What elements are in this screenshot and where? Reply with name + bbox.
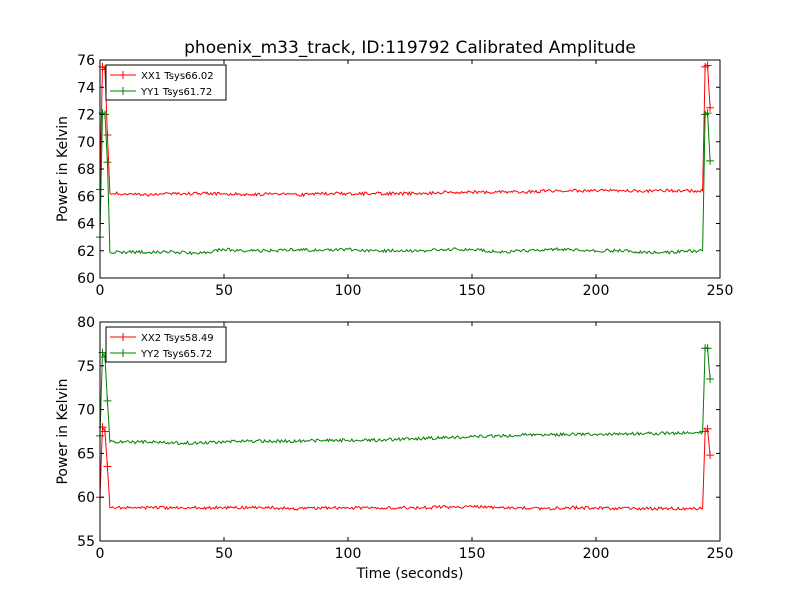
series-line-2-2 (99, 347, 711, 445)
x-tick-label-1-0: 0 (96, 283, 105, 299)
legend-label-2-2: YY2 Tsys65.72 (140, 349, 212, 360)
y-tick-label-1-4: 68 (77, 162, 95, 178)
y-tick-label-1-6: 72 (77, 108, 95, 124)
y-tick-label-1-1: 62 (77, 244, 95, 260)
y-axis-label-1: Power in Kelvin (55, 116, 71, 222)
y-tick-label-1-5: 70 (77, 135, 95, 151)
series-point-1-2-31 (703, 109, 712, 118)
y-tick-label-2-5: 80 (77, 315, 95, 331)
legend-box-1 (105, 64, 227, 101)
x-tick-label-1-4: 200 (583, 283, 610, 299)
subplot-2: 0 50 100 150 200 250 55 60 65 70 75 80 Power in Kelv… (55, 315, 733, 562)
series-point-2-1-32 (706, 451, 715, 460)
y-tick-label-2-2: 65 (77, 446, 95, 462)
y-tick-label-2-3: 70 (77, 403, 95, 419)
series-line-1-1 (99, 64, 711, 198)
y-tick-label-1-7: 74 (77, 80, 95, 96)
y-axis-label-2: Power in Kelvin (55, 378, 71, 484)
series-point-2-2-31 (703, 344, 712, 353)
series-point-1-2-3 (103, 158, 112, 167)
subplot-1: 0 50 100 150 200 250 60 62 64 66 68 70 72 74 76 Power i… (55, 53, 733, 299)
series-point-2-1-31 (703, 424, 712, 433)
x-tick-label-2-2: 100 (335, 546, 362, 562)
chart-title: phoenix_m33_track, ID:119792 Calibrated … (184, 38, 636, 58)
series-line-1-2 (99, 111, 711, 256)
x-tick-label-1-3: 150 (459, 283, 486, 299)
series-point-1-1-32 (706, 103, 715, 112)
x-tick-label-1-5: 250 (707, 283, 734, 299)
axes-frame-2 (99, 321, 721, 542)
x-tick-label-2-3: 150 (459, 546, 486, 562)
legend-label-1-1: XX1 Tsys66.02 (141, 71, 214, 82)
y-tick-label-2-0: 55 (77, 534, 95, 550)
series-point-2-1-2 (100, 427, 109, 436)
x-tick-label-1-1: 50 (215, 283, 233, 299)
x-tick-label-1-2: 100 (335, 283, 362, 299)
series-point-1-1-31 (703, 61, 712, 70)
y-tick-label-1-2: 64 (77, 217, 95, 233)
series-line-2-1 (99, 425, 711, 511)
x-tick-label-2-1: 50 (215, 546, 233, 562)
series-point-2-2-32 (706, 374, 715, 383)
legend-box-2 (105, 326, 227, 363)
series-point-1-1-3 (103, 130, 112, 139)
plots-container: 0 50 100 150 200 250 60 62 64 66 68 70 72 74 76 Power i… (55, 53, 733, 562)
x-tick-label-2-5: 250 (707, 546, 734, 562)
legend-label-2-1: XX2 Tsys58.49 (141, 333, 214, 344)
series-point-1-2-32 (706, 156, 715, 165)
y-tick-label-1-3: 66 (77, 189, 95, 205)
x-tick-label-2-0: 0 (96, 546, 105, 562)
y-tick-label-2-4: 75 (77, 359, 95, 375)
series-point-2-1-3 (103, 462, 112, 471)
series-point-2-2-3 (103, 396, 112, 405)
x-tick-label-2-4: 200 (583, 546, 610, 562)
y-tick-label-2-1: 60 (77, 490, 95, 506)
y-tick-label-1-8: 76 (77, 53, 95, 69)
legend-label-1-2: YY1 Tsys61.72 (140, 87, 212, 98)
y-tick-label-1-0: 60 (77, 271, 95, 287)
x-axis-label: Time (seconds) (356, 566, 464, 582)
